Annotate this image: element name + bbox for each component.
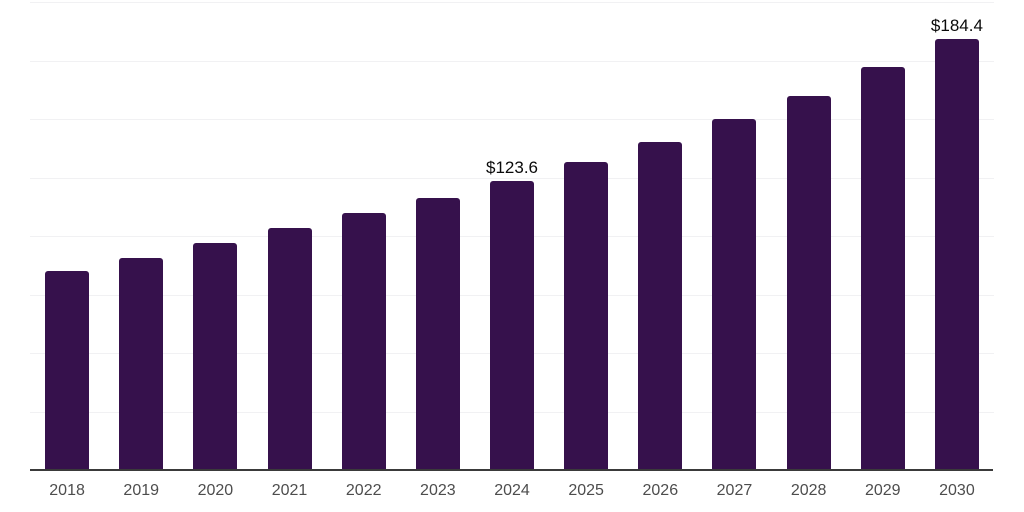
bar-2027 <box>712 118 757 470</box>
bar-2023 <box>415 198 460 470</box>
gridline-200 <box>30 2 994 3</box>
gridline-150 <box>30 119 994 120</box>
data-label-2024: $123.6 <box>486 157 538 177</box>
x-tick-2026: 2026 <box>642 482 679 499</box>
bar-2030 <box>934 38 979 470</box>
data-label-2030: $184.4 <box>930 15 983 35</box>
bar-2028 <box>786 96 831 470</box>
bar-2026 <box>638 141 683 470</box>
bar-2022 <box>341 212 386 470</box>
bar-2024 <box>490 180 534 470</box>
x-tick-2029: 2029 <box>864 482 901 499</box>
x-tick-2018: 2018 <box>49 482 85 499</box>
x-tick-2027: 2027 <box>716 482 753 499</box>
x-tick-2022: 2022 <box>345 482 382 499</box>
bar-2018 <box>45 271 90 470</box>
x-tick-2024: 2024 <box>494 482 530 499</box>
x-tick-2020: 2020 <box>197 482 234 499</box>
x-tick-2019: 2019 <box>123 482 160 499</box>
x-tick-2030: 2030 <box>939 482 975 499</box>
gridline-175 <box>30 60 994 62</box>
bar-2020 <box>193 243 238 470</box>
x-tick-2028: 2028 <box>790 482 827 499</box>
x-tick-2023: 2023 <box>420 482 456 499</box>
bar-2019 <box>119 257 164 470</box>
x-tick-2025: 2025 <box>568 482 604 499</box>
x-axis-line <box>30 469 993 471</box>
bar-2021 <box>267 228 312 470</box>
bar-2029 <box>860 67 905 470</box>
bar-2025 <box>564 162 609 470</box>
x-tick-2021: 2021 <box>271 482 308 499</box>
